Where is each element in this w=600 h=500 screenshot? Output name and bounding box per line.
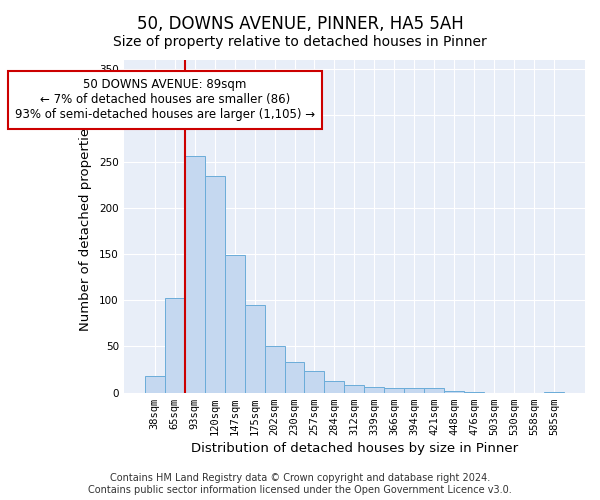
Text: 50, DOWNS AVENUE, PINNER, HA5 5AH: 50, DOWNS AVENUE, PINNER, HA5 5AH (137, 15, 463, 33)
Bar (165, 298, 185, 392)
Bar (304, 370, 325, 392)
Bar (284, 362, 304, 392)
Text: 50 DOWNS AVENUE: 89sqm
← 7% of detached houses are smaller (86)
93% of semi-deta: 50 DOWNS AVENUE: 89sqm ← 7% of detached … (14, 78, 315, 122)
Text: Size of property relative to detached houses in Pinner: Size of property relative to detached ho… (113, 35, 487, 49)
Bar (224, 255, 245, 392)
Bar (344, 386, 364, 392)
Bar (145, 376, 165, 392)
Bar (444, 391, 464, 392)
Bar (185, 156, 205, 392)
Bar (364, 387, 385, 392)
Bar (245, 305, 265, 392)
X-axis label: Distribution of detached houses by size in Pinner: Distribution of detached houses by size … (191, 442, 518, 455)
Bar (404, 388, 424, 392)
Bar (205, 176, 224, 392)
Bar (385, 388, 404, 392)
Y-axis label: Number of detached properties: Number of detached properties (79, 122, 92, 332)
Bar (325, 380, 344, 392)
Bar (265, 346, 284, 393)
Bar (424, 388, 444, 392)
Text: Contains HM Land Registry data © Crown copyright and database right 2024.
Contai: Contains HM Land Registry data © Crown c… (88, 474, 512, 495)
